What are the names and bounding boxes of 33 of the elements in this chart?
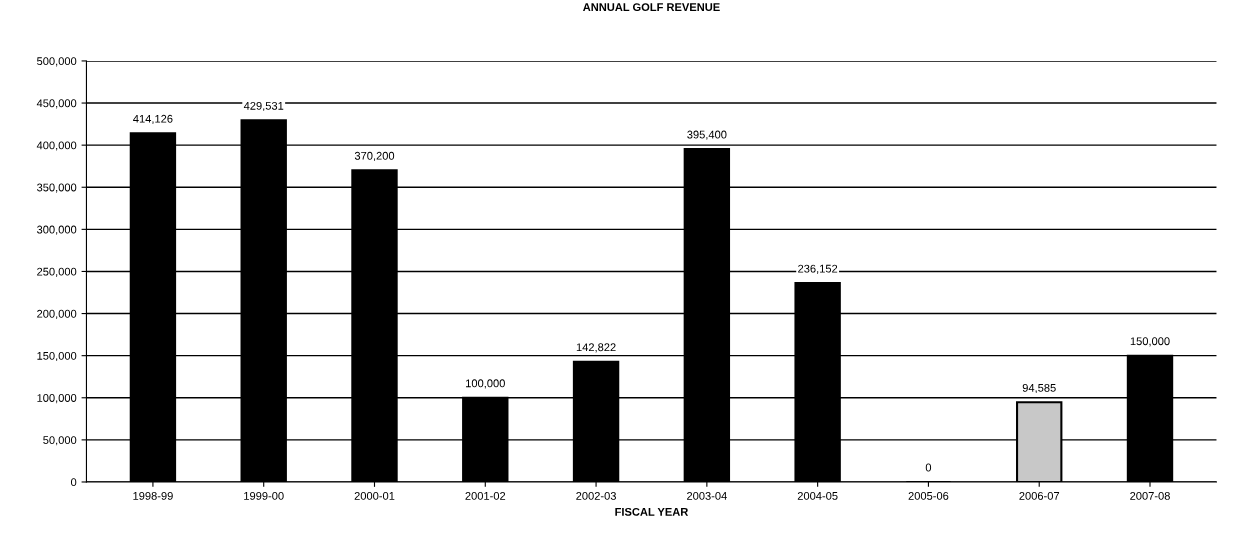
chart-title: ANNUAL GOLF REVENUE bbox=[583, 3, 720, 12]
y-tick-label: 150,000 bbox=[37, 351, 77, 362]
y-tick-label: 50,000 bbox=[43, 436, 77, 446]
y-tick-label: 500,000 bbox=[37, 57, 77, 67]
x-tick-label: 2000-01 bbox=[354, 492, 395, 500]
x-tick-label: 2005-06 bbox=[908, 492, 949, 500]
x-tick-label: 1999-00 bbox=[244, 492, 284, 500]
y-tick-label: 400,000 bbox=[36, 141, 77, 151]
y-tick-label: 200,000 bbox=[37, 309, 77, 320]
data-label: 150,000 bbox=[1130, 337, 1170, 347]
y-tick-label: 300,000 bbox=[36, 225, 77, 235]
data-label: 395,400 bbox=[687, 130, 727, 140]
data-label: 370,200 bbox=[354, 151, 395, 162]
y-tick-label: 100,000 bbox=[37, 394, 77, 404]
data-label: 142,822 bbox=[576, 343, 616, 353]
data-label: 0 bbox=[925, 463, 932, 472]
x-tick-label: 2002-03 bbox=[576, 492, 616, 500]
data-label: 236,152 bbox=[798, 264, 838, 274]
y-tick-label: 450,000 bbox=[36, 99, 77, 109]
y-tick-label: 350,000 bbox=[36, 183, 77, 193]
x-tick-label: 2007-08 bbox=[1130, 492, 1170, 500]
x-tick-label: 2003-04 bbox=[687, 492, 727, 500]
data-label: 94,585 bbox=[1022, 383, 1056, 394]
x-tick-label: 2001-02 bbox=[465, 492, 506, 500]
data-label: 429,531 bbox=[243, 101, 284, 112]
x-tick-label: 1998-99 bbox=[133, 492, 173, 500]
y-tick-label: 0 bbox=[70, 478, 77, 487]
x-tick-label: 2004-05 bbox=[797, 492, 838, 500]
y-tick-label: 250,000 bbox=[37, 267, 77, 277]
data-label: 414,126 bbox=[133, 114, 173, 125]
x-axis-title: FISCAL YEAR bbox=[615, 507, 689, 516]
data-label: 100,000 bbox=[466, 379, 505, 389]
x-tick-label: 2006-07 bbox=[1019, 492, 1060, 500]
